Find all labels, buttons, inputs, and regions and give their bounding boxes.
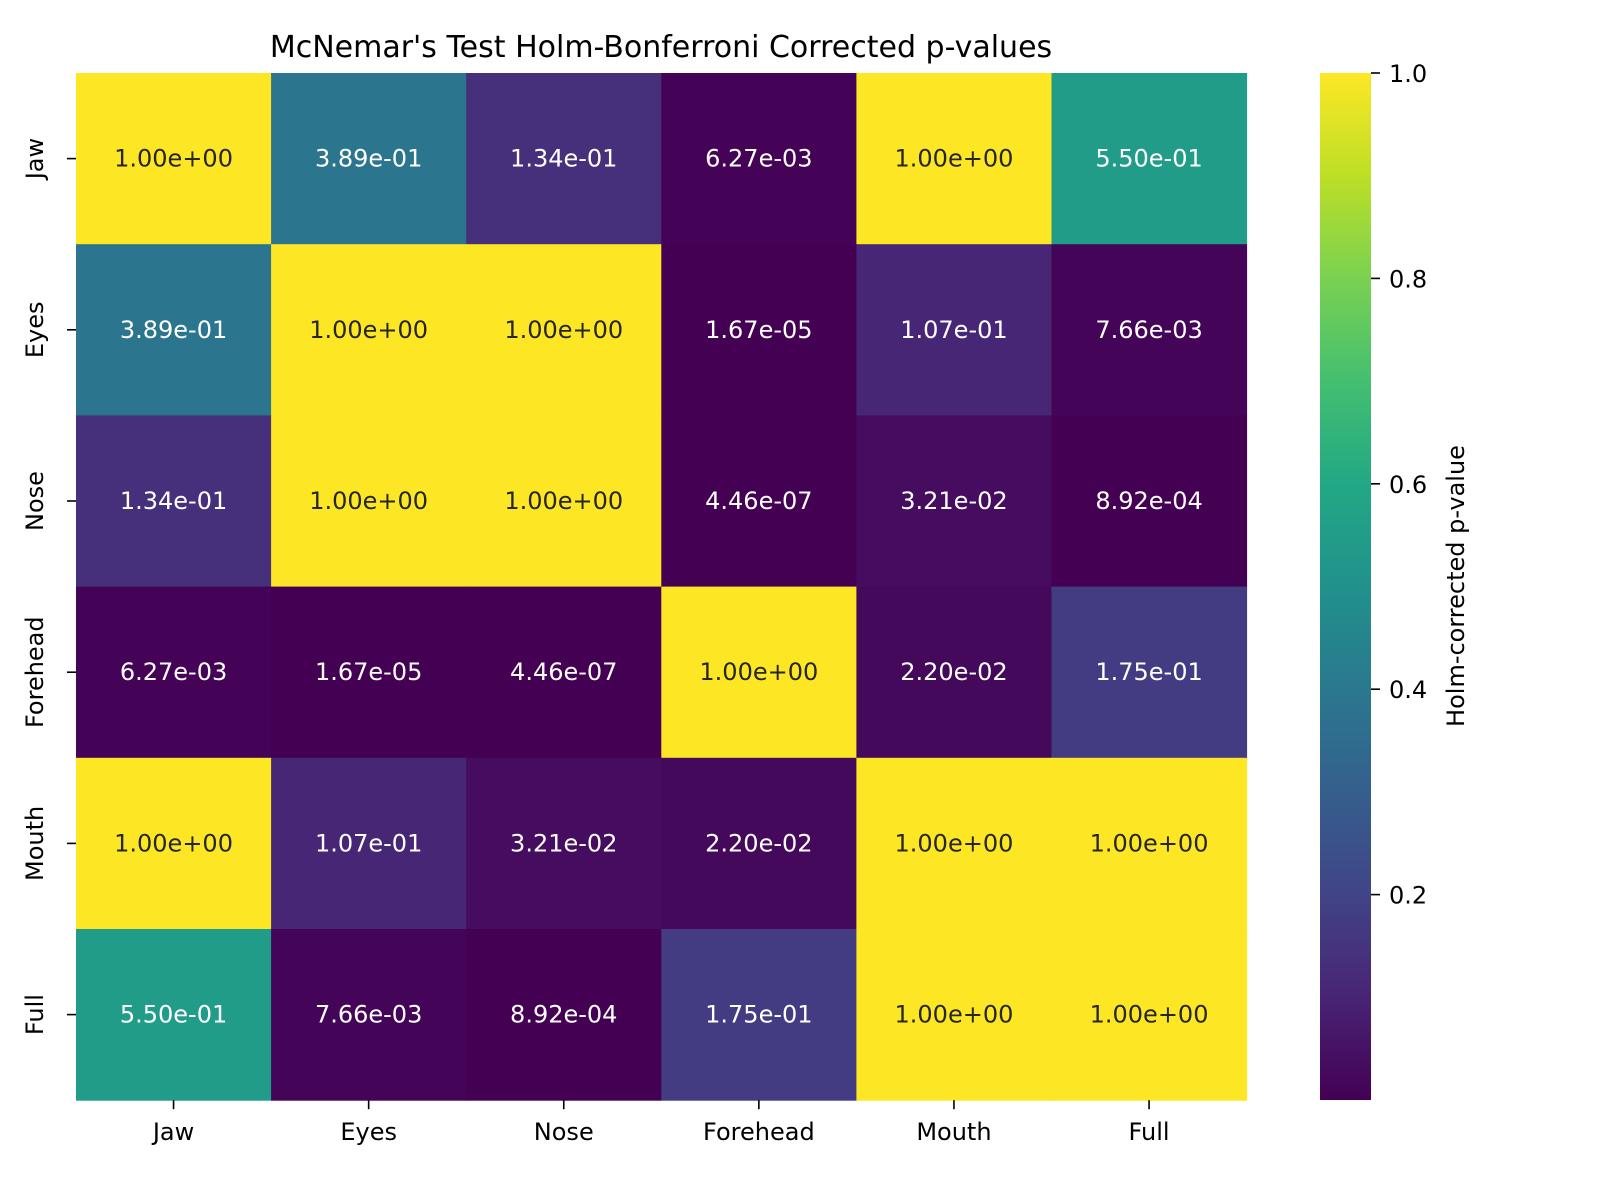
colorbar-tick-label: 0.4	[1389, 676, 1427, 704]
y-tick-label: Full	[21, 994, 49, 1035]
cell-annotation: 1.00e+00	[504, 487, 623, 515]
heatmap-cell	[76, 757, 272, 930]
cell-annotation: 1.67e-05	[315, 658, 422, 686]
cell-annotation: 3.21e-02	[510, 829, 617, 857]
heatmap-cell	[466, 757, 662, 930]
cell-annotation: 7.66e-03	[315, 1001, 422, 1029]
heatmap-cell	[856, 586, 1052, 759]
heatmap-cell	[76, 244, 272, 416]
cell-annotation: 1.00e+00	[114, 145, 233, 173]
cell-annotation: 3.89e-01	[120, 316, 227, 344]
x-tick-label: Full	[1129, 1118, 1170, 1146]
cell-annotation: 3.21e-02	[900, 487, 1007, 515]
cell-annotation: 1.00e+00	[114, 829, 233, 857]
cell-annotation: 1.00e+00	[1090, 1001, 1209, 1029]
cell-annotation: 1.00e+00	[309, 316, 428, 344]
cell-annotation: 1.00e+00	[895, 1001, 1014, 1029]
cell-annotation: 6.27e-03	[120, 658, 227, 686]
heatmap-cells	[76, 73, 1248, 1101]
heatmap-cell	[1051, 415, 1248, 588]
heatmap-cell	[661, 586, 857, 759]
colorbar-tick-label: 0.8	[1389, 265, 1427, 293]
heatmap-cell	[271, 415, 467, 588]
cell-annotation: 1.00e+00	[895, 145, 1014, 173]
heatmap-cell	[1051, 929, 1248, 1101]
heatmap-cell	[661, 415, 857, 588]
colorbar-ticks: 0.2 0.4 0.6 0.8 1.0	[1371, 60, 1427, 910]
cell-annotation: 4.46e-07	[705, 487, 812, 515]
heatmap-cell	[661, 929, 857, 1101]
cell-annotation: 3.89e-01	[315, 145, 422, 173]
cell-annotation: 1.75e-01	[1095, 658, 1202, 686]
y-tick-label: Nose	[21, 471, 49, 531]
cell-annotation: 2.20e-02	[705, 829, 812, 857]
heatmap-cell	[661, 757, 857, 930]
cell-annotation: 1.07e-01	[900, 316, 1007, 344]
cell-annotation: 6.27e-03	[705, 145, 812, 173]
heatmap-cell	[466, 929, 662, 1101]
cell-annotation: 5.50e-01	[1095, 145, 1202, 173]
cell-annotation: 5.50e-01	[120, 1001, 227, 1029]
cell-annotation: 8.92e-04	[1095, 487, 1202, 515]
cell-annotation: 1.00e+00	[1090, 829, 1209, 857]
colorbar-label: Holm-corrected p-value	[1442, 445, 1470, 727]
cell-annotation: 1.00e+00	[504, 316, 623, 344]
heatmap-cell	[466, 73, 662, 245]
cell-annotation: 1.34e-01	[510, 145, 617, 173]
colorbar	[1320, 73, 1371, 1100]
colorbar-gradient	[1320, 73, 1371, 1100]
cell-annotation: 1.00e+00	[309, 487, 428, 515]
heatmap-cell	[271, 244, 467, 416]
heatmap-cell	[856, 244, 1052, 416]
heatmap-annotations: 1.00e+00 3.89e-01 1.34e-01 6.27e-03 1.00e+00…	[114, 145, 1208, 1029]
cell-annotation: 8.92e-04	[510, 1001, 617, 1029]
y-tick-label: Jaw	[21, 138, 49, 181]
cell-annotation: 4.46e-07	[510, 658, 617, 686]
heatmap-cell	[661, 73, 857, 245]
heatmap-cell	[466, 244, 662, 416]
cell-annotation: 1.34e-01	[120, 487, 227, 515]
x-tick-label: Forehead	[703, 1118, 815, 1146]
colorbar-tick-label: 1.0	[1389, 60, 1427, 88]
x-tick-label: Nose	[534, 1118, 594, 1146]
heatmap-cell	[76, 586, 272, 759]
cell-annotation: 1.07e-01	[315, 829, 422, 857]
heatmap-cell	[856, 73, 1052, 245]
heatmap-cell	[661, 244, 857, 416]
cell-annotation: 1.00e+00	[699, 658, 818, 686]
y-axis: Jaw Eyes Nose Forehead Mouth Full	[21, 138, 76, 1035]
y-tick-label: Forehead	[21, 616, 49, 728]
colorbar-tick-label: 0.2	[1389, 882, 1427, 910]
cell-annotation: 1.67e-05	[705, 316, 812, 344]
heatmap-cell	[271, 73, 467, 245]
heatmap-cell	[76, 929, 272, 1101]
heatmap-cell	[76, 415, 272, 588]
y-tick-label: Eyes	[21, 301, 49, 358]
heatmap-cell	[1051, 586, 1248, 759]
x-tick-label: Eyes	[340, 1118, 397, 1146]
heatmap-cell	[76, 73, 272, 245]
cell-annotation: 1.00e+00	[895, 829, 1014, 857]
colorbar-tick-label: 0.6	[1389, 471, 1427, 499]
heatmap-cell	[271, 586, 467, 759]
heatmap-cell	[466, 415, 662, 588]
heatmap-cell	[271, 757, 467, 930]
heatmap-cell	[856, 929, 1052, 1101]
heatmap-cell	[1051, 757, 1248, 930]
heatmap-cell	[271, 929, 467, 1101]
heatmap-cell	[466, 586, 662, 759]
heatmap-cell	[1051, 73, 1248, 245]
chart-title: McNemar's Test Holm-Bonferroni Corrected…	[270, 30, 1052, 65]
cell-annotation: 7.66e-03	[1095, 316, 1202, 344]
x-axis: Jaw Eyes Nose Forehead Mouth Full	[151, 1100, 1170, 1146]
cell-annotation: 1.75e-01	[705, 1001, 812, 1029]
y-tick-label: Mouth	[21, 806, 49, 881]
heatmap-cell	[856, 757, 1052, 930]
x-tick-label: Jaw	[151, 1118, 194, 1146]
heatmap-cell	[856, 415, 1052, 588]
x-tick-label: Mouth	[916, 1118, 991, 1146]
cell-annotation: 2.20e-02	[900, 658, 1007, 686]
heatmap-cell	[1051, 244, 1248, 416]
